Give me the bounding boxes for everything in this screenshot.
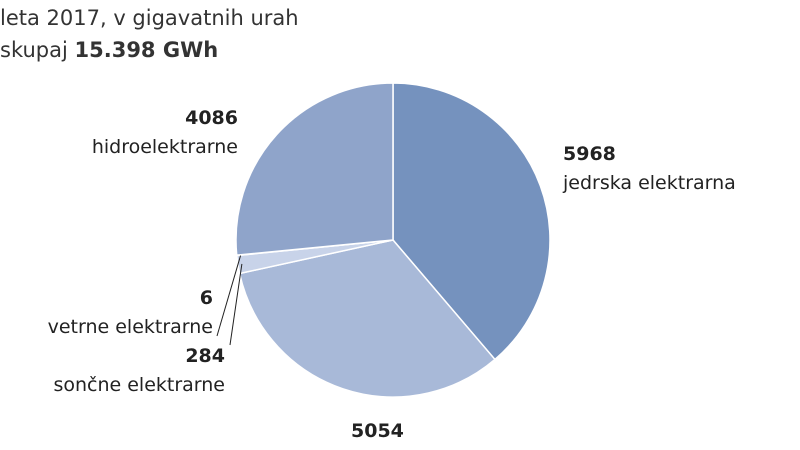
category-label: jedrska elektrarna <box>562 172 736 194</box>
total-line: skupaj 15.398 GWh <box>0 38 218 62</box>
leader-line <box>229 263 243 346</box>
pie-slice <box>235 82 394 256</box>
chart-subtitle: leta 2017, v gigavatnih urah <box>0 6 299 30</box>
value-label: 284 <box>185 345 225 367</box>
category-label: vetrne elektrarne <box>48 316 213 338</box>
value-label: 6 <box>200 287 213 309</box>
pie-slice <box>392 82 551 361</box>
value-label: 5968 <box>563 143 616 165</box>
total-label: skupaj <box>0 38 68 62</box>
category-label: hidroelektrarne <box>92 136 238 158</box>
value-label: 5054 <box>351 420 404 442</box>
category-label: sončne elektrarne <box>53 374 225 396</box>
pie-slice <box>238 239 496 398</box>
total-value: 15.398 GWh <box>75 38 219 62</box>
leader-line <box>216 254 242 337</box>
value-label: 4086 <box>185 107 238 129</box>
